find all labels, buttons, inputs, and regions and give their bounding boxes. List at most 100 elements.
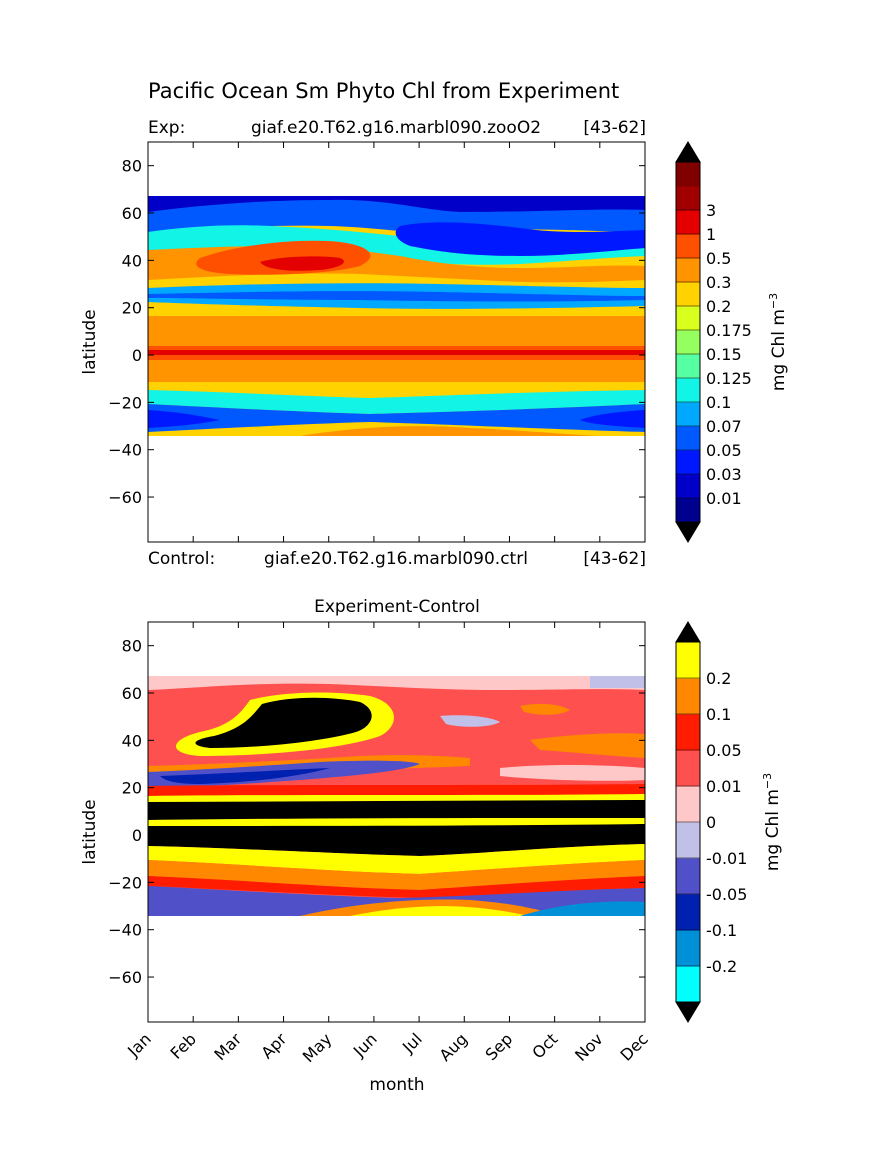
bot-lavender-spot — [440, 715, 500, 727]
x-tick-label: May — [299, 1029, 336, 1066]
x-tick-label: Sep — [482, 1029, 517, 1064]
colorbar-tick-label: 0.1 — [706, 393, 731, 412]
y-tick-label: −20 — [108, 393, 142, 412]
colorbar-segment — [676, 642, 700, 679]
top-y-axis: 80 60 40 20 0 −20 −40 −60 — [108, 157, 645, 507]
x-tick-label: Jun — [349, 1029, 381, 1061]
colorbar-segment — [676, 378, 700, 403]
x-tick-label: Jan — [123, 1029, 155, 1061]
colorbar-segment — [676, 186, 700, 211]
top-blue-lobe — [395, 222, 645, 256]
colorbar-tick-label: -0.1 — [706, 921, 737, 940]
colorbar-tick-label: 0.05 — [706, 741, 742, 760]
y-tick-label: 80 — [122, 637, 142, 656]
colorbar-tick-label: 0.5 — [706, 249, 731, 268]
bottom-axes-frame — [147, 621, 646, 1023]
colorbar-segment — [676, 234, 700, 259]
y-tick-label: 20 — [122, 299, 142, 318]
x-tick-label: Aug — [436, 1029, 472, 1065]
colorbar-segment — [676, 714, 700, 751]
bot-blue-core — [160, 768, 330, 784]
top-eq-core — [148, 350, 645, 355]
colorbar-segment — [676, 894, 700, 931]
colorbar-segment — [676, 678, 700, 715]
ctrl-label: Control: — [148, 549, 215, 569]
bottom-colorbar-label: mg Chl m−3 — [761, 773, 783, 871]
top-sgyre-cyan — [148, 390, 645, 414]
colorbar-segment — [676, 402, 700, 427]
colorbar-segment — [676, 258, 700, 283]
bot-black-patch-n — [195, 697, 372, 748]
colorbar-segment — [676, 858, 700, 895]
top-max-patch — [260, 256, 344, 271]
colorbar-tick-label: 1 — [706, 225, 716, 244]
top-south-orange — [148, 360, 645, 382]
x-tick-label: Oct — [528, 1029, 561, 1062]
bottom-heatmap — [148, 676, 645, 916]
bottom-ylabel: latitude — [80, 799, 100, 864]
bot-arctic-pink — [148, 676, 645, 690]
colorbar-tick-label: 0.2 — [706, 297, 731, 316]
y-tick-label: 60 — [122, 204, 142, 223]
x-tick-label: Feb — [167, 1029, 200, 1062]
colorbar-segment — [676, 474, 700, 499]
y-tick-label: 20 — [122, 779, 142, 798]
y-tick-label: 0 — [132, 346, 142, 365]
y-tick-label: −40 — [108, 441, 142, 460]
bot-yellow-band3 — [148, 844, 645, 874]
y-tick-label: 60 — [122, 684, 142, 703]
top-subtrop-core — [148, 291, 645, 302]
colorbar-tick-label: 0.03 — [706, 465, 742, 484]
bot-orange-spot — [520, 703, 570, 715]
top-ylabel: latitude — [80, 309, 100, 374]
colorbar-tick-label: 0.1 — [706, 705, 731, 724]
y-tick-label: 40 — [122, 731, 142, 750]
bot-black-band1 — [148, 800, 645, 822]
colorbar-segment — [676, 210, 700, 235]
top-band-blue1 — [148, 199, 645, 234]
colorbar-tick-label: 0.15 — [706, 345, 742, 364]
x-tick-label: Dec — [616, 1029, 651, 1064]
x-tick-label: Jul — [398, 1029, 426, 1057]
colorbar-tick-label: 0.175 — [706, 321, 752, 340]
exp-years: [43-62] — [583, 118, 646, 138]
top-heatmap — [148, 196, 645, 436]
x-tick-label: Nov — [571, 1029, 607, 1065]
colorbar-segment — [676, 930, 700, 967]
colorbar-tick-label: 0.2 — [706, 669, 731, 688]
colorbar-high-arrow — [675, 141, 701, 163]
bot-orange-band — [148, 860, 645, 890]
colorbar-low-arrow — [675, 1001, 701, 1023]
y-tick-label: −20 — [108, 873, 142, 892]
bot-east-pink — [500, 765, 645, 781]
colorbar-segment — [676, 786, 700, 823]
exp-label: Exp: — [148, 118, 185, 138]
bot-red-band2 — [148, 876, 645, 898]
top-eq-orange — [148, 316, 645, 346]
main-title: Pacific Ocean Sm Phyto Chl from Experime… — [148, 79, 619, 103]
top-colorbar-label: mg Chl m−3 — [767, 293, 789, 391]
top-south-edge — [300, 426, 600, 436]
colorbar-segment — [676, 282, 700, 307]
top-colorbar: 0.01 0.03 0.05 0.07 0.1 0.125 0.15 0.175 0.2 0.3 0… — [675, 141, 752, 543]
diff-title: Experiment-Control — [314, 597, 480, 617]
bot-east-orange — [530, 733, 645, 758]
colorbar-tick-label: 0 — [706, 813, 716, 832]
bot-black-band2 — [148, 824, 645, 856]
colorbar-segment — [676, 330, 700, 355]
top-sgyre-core-e — [580, 410, 645, 428]
colorbar-tick-label: -0.01 — [706, 849, 747, 868]
bot-south-yellow — [350, 906, 530, 916]
ctrl-years: [43-62] — [583, 549, 646, 569]
colorbar-tick-label: 0.07 — [706, 417, 742, 436]
bot-arctic-lavender — [590, 676, 645, 688]
colorbar-low-arrow — [675, 521, 701, 543]
y-tick-label: −60 — [108, 968, 142, 987]
ctrl-case: giaf.e20.T62.g16.marbl090.ctrl — [264, 549, 528, 569]
x-tick-label: Mar — [210, 1029, 245, 1064]
y-tick-label: −60 — [108, 488, 142, 507]
colorbar-tick-label: 0.01 — [706, 777, 742, 796]
colorbar-segment — [676, 498, 700, 523]
colorbar-segment — [676, 162, 700, 187]
